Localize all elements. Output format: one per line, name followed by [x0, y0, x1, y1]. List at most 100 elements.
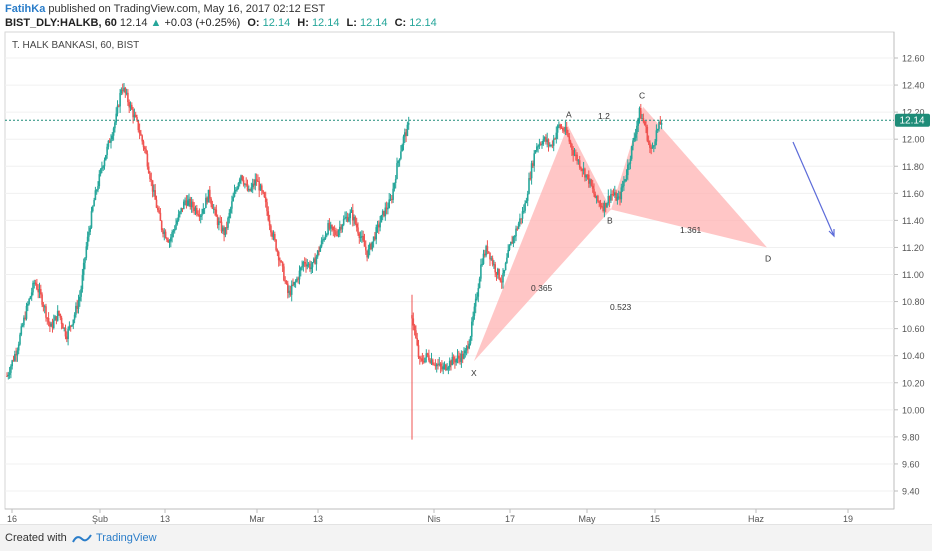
- candle-body: [99, 169, 102, 175]
- candle-body: [201, 213, 203, 216]
- candle-body: [595, 195, 598, 199]
- candle-body: [503, 270, 506, 274]
- candle-body: [218, 221, 220, 226]
- candle-body: [448, 360, 451, 368]
- candle-body: [487, 251, 490, 253]
- candle-body: [429, 360, 431, 364]
- harmonic-pattern: [474, 106, 767, 362]
- candle-body: [564, 127, 567, 132]
- candle-body: [112, 128, 115, 136]
- candle-body: [424, 357, 426, 363]
- candle-body: [171, 232, 173, 238]
- candle-body: [311, 262, 314, 268]
- candle-body: [268, 220, 271, 226]
- candle-body: [21, 325, 24, 327]
- candle-body: [607, 196, 610, 204]
- candle-body: [598, 201, 600, 203]
- candle-body: [375, 227, 377, 240]
- candle-body: [447, 367, 450, 369]
- candle-body: [586, 174, 589, 176]
- candle-body: [397, 161, 400, 164]
- candle-body: [441, 366, 443, 370]
- candle-body: [227, 217, 229, 228]
- candle-body: [493, 264, 495, 266]
- candle-body: [53, 320, 55, 328]
- candle-body: [261, 185, 263, 191]
- x-tick-label: 17: [505, 514, 515, 524]
- candle-body: [324, 235, 327, 239]
- candle-body: [376, 224, 379, 228]
- candle-body: [296, 278, 298, 282]
- candle-body: [434, 364, 437, 367]
- candle-body: [309, 263, 311, 270]
- candle-body: [575, 154, 577, 156]
- candle-body: [460, 354, 463, 362]
- candle-body: [155, 199, 158, 208]
- candle-body: [481, 263, 483, 265]
- candle-body: [550, 144, 552, 146]
- candle-body: [222, 227, 224, 232]
- candle-body: [254, 179, 257, 186]
- price-chart[interactable]: T. HALK BANKASI, 60, BIST 12.60 12.40 12.2…: [0, 30, 932, 524]
- candle-body: [290, 284, 293, 295]
- candle-body: [329, 224, 332, 229]
- candle-body: [223, 227, 225, 236]
- candle-body: [591, 185, 594, 189]
- candle-body: [14, 354, 16, 361]
- candle-body: [473, 306, 476, 317]
- candle-body: [23, 317, 25, 326]
- candle-body: [145, 149, 147, 154]
- published-text: published on TradingView.com, May 16, 20…: [48, 3, 326, 15]
- candle-body: [512, 236, 515, 244]
- candle-body: [54, 316, 56, 321]
- candle-body: [173, 229, 176, 231]
- candle-body: [168, 241, 171, 243]
- tradingview-brand-link[interactable]: TradingView: [96, 532, 157, 544]
- candle-body: [102, 166, 104, 168]
- candle-body: [502, 273, 504, 283]
- candle-body: [98, 174, 101, 187]
- candle-body: [133, 114, 136, 118]
- author-link[interactable]: FatihKa: [5, 3, 46, 15]
- candle-body: [82, 262, 85, 276]
- candle-body: [249, 189, 251, 191]
- candle-body: [547, 139, 550, 145]
- candle-body: [118, 105, 120, 107]
- candle-body: [486, 246, 489, 252]
- candle-body: [184, 200, 186, 202]
- candle-body: [619, 196, 621, 200]
- candle-body: [573, 154, 576, 156]
- candle-body: [387, 207, 389, 210]
- candle-body: [612, 194, 615, 196]
- candle-body: [451, 356, 454, 366]
- candle-body: [484, 253, 486, 256]
- candle-body: [56, 310, 59, 321]
- candle-body: [394, 178, 397, 184]
- candle-body: [298, 270, 301, 280]
- candle-body: [546, 139, 548, 142]
- tradingview-logo-icon[interactable]: [72, 532, 92, 547]
- pattern-triangle-xab: [474, 125, 611, 362]
- candle-body: [419, 357, 421, 359]
- candle-body: [36, 283, 38, 290]
- candle-body: [482, 253, 485, 264]
- candle-body: [645, 125, 647, 127]
- candle-body: [359, 236, 362, 238]
- candle-body: [362, 235, 364, 241]
- candle-body: [640, 108, 642, 119]
- candle-body: [374, 236, 376, 240]
- candle-body: [617, 196, 620, 198]
- candle-body: [620, 187, 623, 200]
- candle-body: [335, 231, 337, 236]
- candle-body: [602, 206, 604, 211]
- candle-body: [601, 206, 603, 208]
- candle-body: [651, 146, 654, 149]
- candle-body: [585, 174, 587, 178]
- candle-body: [379, 222, 381, 228]
- candle-body: [385, 207, 388, 210]
- x-tick-label: May: [578, 514, 596, 524]
- candle-body: [59, 313, 62, 318]
- candle-body: [51, 323, 54, 328]
- candle-body: [494, 264, 496, 273]
- candle-body: [320, 240, 323, 247]
